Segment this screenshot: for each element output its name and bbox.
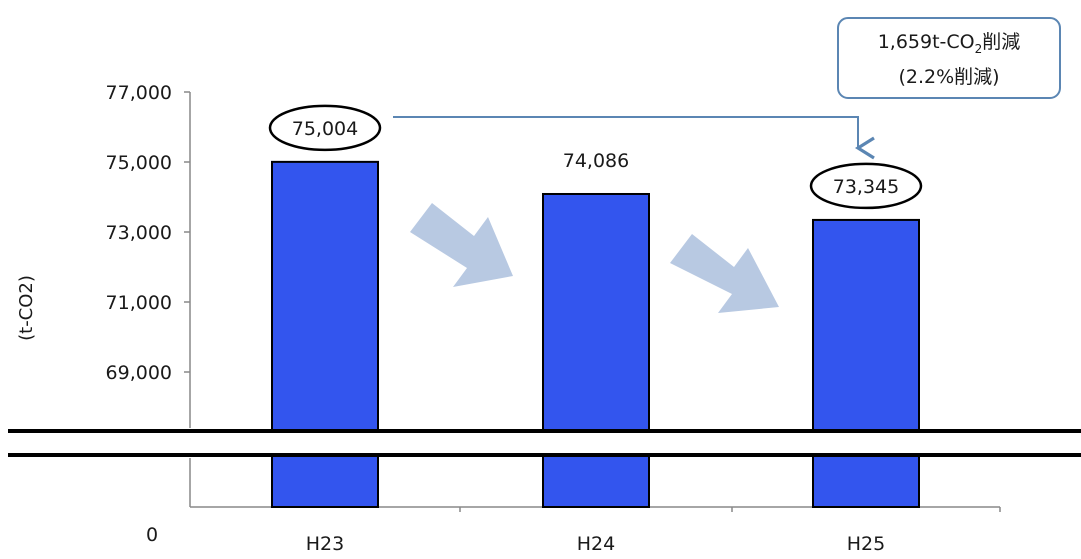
y-zero-label: 0 bbox=[146, 524, 158, 546]
x-tick-label: H24 bbox=[577, 533, 615, 555]
x-tick-label: H23 bbox=[306, 533, 344, 555]
trend-arrow-icon bbox=[410, 203, 513, 287]
data-label-h24: 74,086 bbox=[563, 150, 629, 172]
y-tick-label: 75,000 bbox=[106, 152, 172, 174]
bar-h25 bbox=[812, 218, 920, 509]
y-tick-label: 71,000 bbox=[106, 292, 172, 314]
y-tick-group: 77,000 75,000 73,000 71,000 69,000 bbox=[106, 82, 190, 384]
bar-h24 bbox=[542, 192, 650, 509]
callout-line-1: 1,659t-CO2削減 bbox=[878, 31, 1021, 56]
callout-line-2: (2.2%削減) bbox=[898, 66, 999, 88]
y-tick-label: 73,000 bbox=[106, 222, 172, 244]
y-tick-label: 69,000 bbox=[106, 362, 172, 384]
callout-box bbox=[837, 17, 1061, 99]
data-label-h25: 73,345 bbox=[833, 176, 899, 198]
data-label-circle bbox=[268, 104, 382, 152]
callout-arrow bbox=[393, 116, 875, 160]
trend-arrow-icon bbox=[670, 234, 779, 313]
x-label-group: H23 H24 H25 bbox=[306, 533, 885, 555]
x-tick-label: H25 bbox=[847, 533, 885, 555]
y-tick-label: 77,000 bbox=[106, 82, 172, 104]
y-axis-title: (t-CO2) bbox=[16, 275, 37, 341]
data-label-h23: 75,004 bbox=[292, 118, 358, 140]
axis-break-band bbox=[0, 431, 1081, 455]
data-label-circle bbox=[809, 162, 923, 210]
data-label-group: 75,004 74,086 73,345 bbox=[268, 104, 923, 210]
